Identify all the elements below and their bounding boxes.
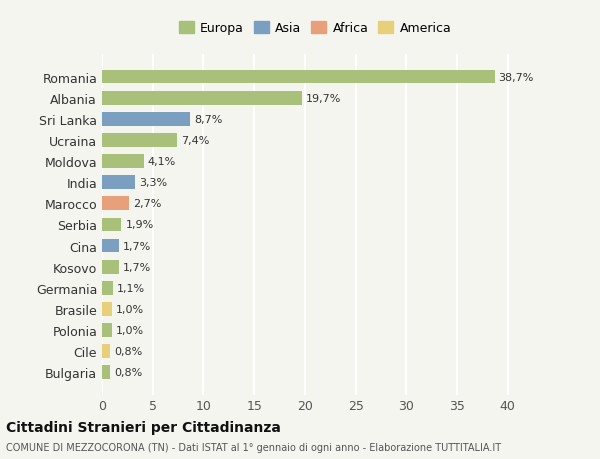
- Bar: [102, 112, 190, 126]
- Text: 1,7%: 1,7%: [124, 262, 152, 272]
- Text: COMUNE DI MEZZOCORONA (TN) - Dati ISTAT al 1° gennaio di ogni anno - Elaborazion: COMUNE DI MEZZOCORONA (TN) - Dati ISTAT …: [6, 442, 501, 452]
- Bar: [102, 155, 143, 168]
- Bar: [102, 71, 494, 84]
- Bar: [102, 176, 136, 190]
- Bar: [102, 134, 177, 147]
- Bar: [102, 92, 302, 105]
- Bar: [102, 218, 121, 232]
- Text: 1,1%: 1,1%: [117, 283, 145, 293]
- Bar: [102, 366, 110, 379]
- Bar: [102, 345, 110, 358]
- Bar: [102, 302, 112, 316]
- Text: 19,7%: 19,7%: [306, 94, 341, 103]
- Text: Cittadini Stranieri per Cittadinanza: Cittadini Stranieri per Cittadinanza: [6, 420, 281, 435]
- Text: 1,0%: 1,0%: [116, 325, 145, 335]
- Text: 2,7%: 2,7%: [133, 199, 162, 209]
- Text: 1,0%: 1,0%: [116, 304, 145, 314]
- Text: 3,3%: 3,3%: [140, 178, 167, 188]
- Text: 4,1%: 4,1%: [148, 157, 176, 167]
- Bar: [102, 239, 119, 253]
- Legend: Europa, Asia, Africa, America: Europa, Asia, Africa, America: [173, 17, 457, 40]
- Text: 0,8%: 0,8%: [114, 347, 142, 356]
- Bar: [102, 324, 112, 337]
- Text: 1,9%: 1,9%: [125, 220, 154, 230]
- Bar: [102, 281, 113, 295]
- Text: 1,7%: 1,7%: [124, 241, 152, 251]
- Text: 8,7%: 8,7%: [194, 115, 223, 124]
- Text: 0,8%: 0,8%: [114, 368, 142, 377]
- Bar: [102, 197, 130, 211]
- Text: 7,4%: 7,4%: [181, 135, 209, 146]
- Text: 38,7%: 38,7%: [499, 73, 534, 82]
- Bar: [102, 260, 119, 274]
